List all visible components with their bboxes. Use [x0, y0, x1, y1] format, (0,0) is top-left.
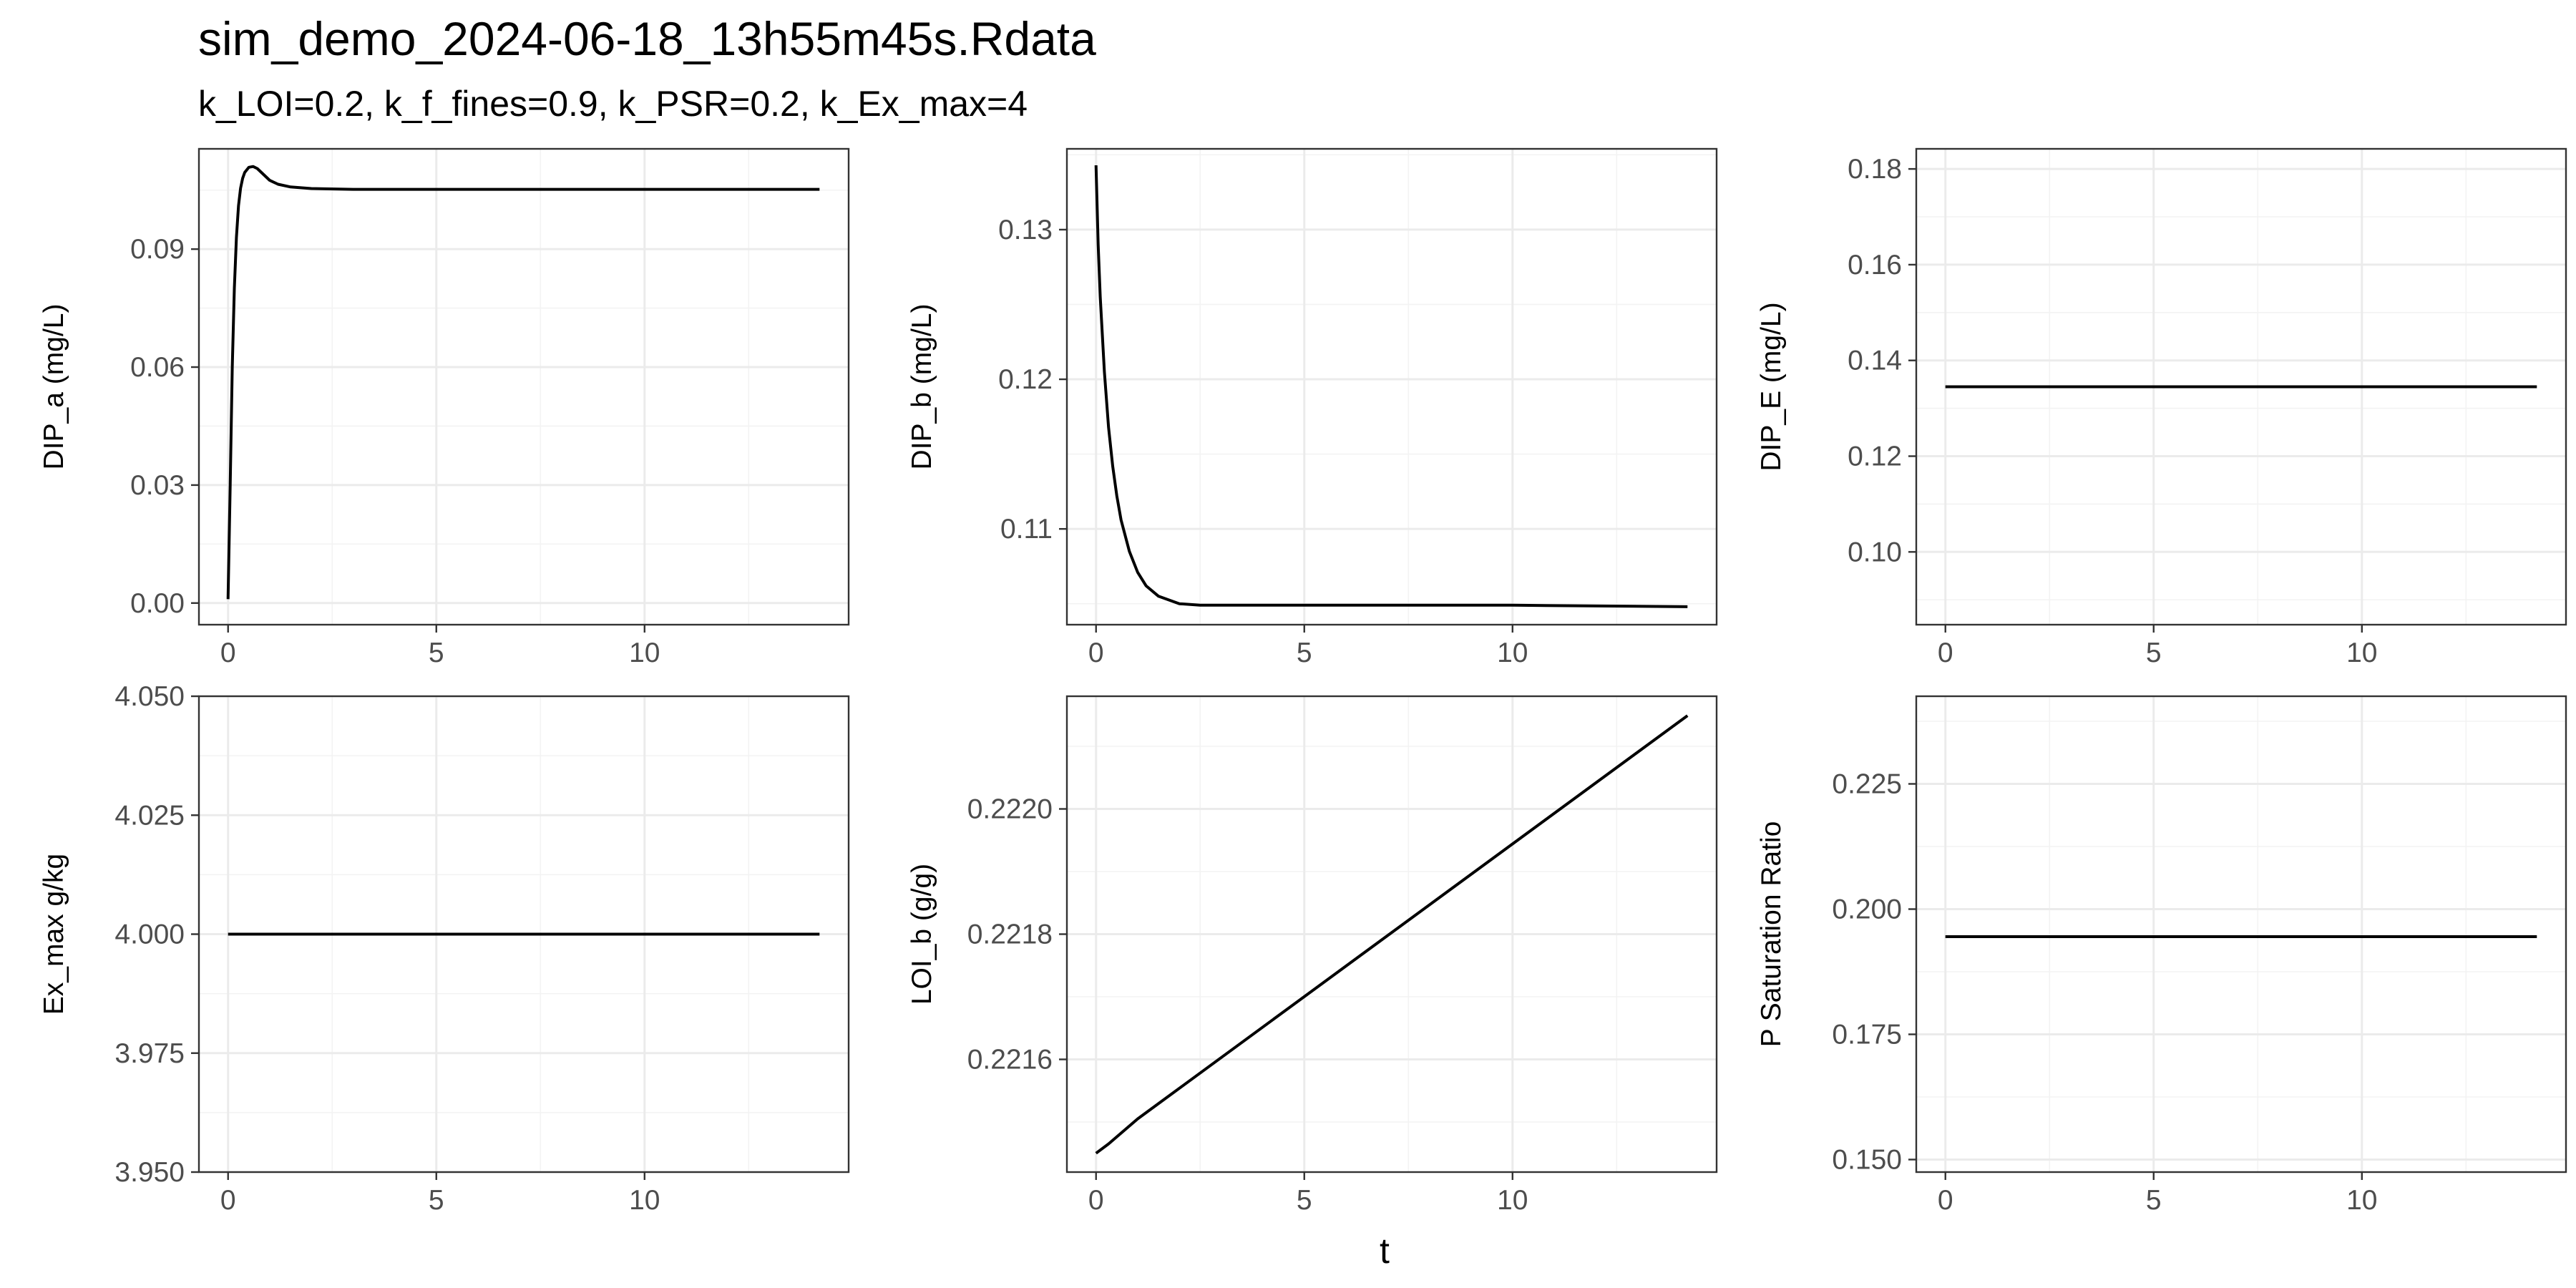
x-tick-label: 10	[629, 638, 660, 668]
x-tick-label: 5	[1297, 638, 1312, 668]
y-axis-label: LOI_b (g/g)	[907, 864, 937, 1005]
x-tick-label: 0	[220, 638, 236, 668]
y-tick-label: 0.150	[1832, 1145, 1902, 1176]
x-tick-label: 10	[2346, 638, 2377, 668]
y-tick-label: 0.11	[1000, 514, 1053, 545]
series-line	[226, 165, 820, 600]
x-tick-label: 0	[1938, 638, 1953, 668]
x-tick-label: 0	[220, 1185, 236, 1216]
x-tick-label: 10	[1497, 638, 1528, 668]
panel-frame	[1915, 147, 2567, 626]
panel-4: 0 5 10 3.950 3.975 4.000 4.025 4.050 Ex_max g/kg	[39, 681, 850, 1216]
x-tick-label: 5	[2146, 1185, 2162, 1216]
x-tick-label: 0	[1088, 1185, 1104, 1216]
y-tick-label: 0.12	[1848, 441, 1902, 472]
y-tick-label: 3.975	[114, 1038, 185, 1069]
y-tick-label: 4.050	[114, 681, 185, 712]
y-tick-label: 4.025	[114, 800, 185, 831]
x-tick-label: 10	[2346, 1185, 2377, 1216]
series-line	[1094, 165, 1688, 608]
panel-frame	[1915, 695, 2567, 1174]
x-tick-label: 5	[1297, 1185, 1312, 1216]
x-axis-label: t	[1380, 1231, 1390, 1271]
panels: 0 5 10 0.00 0.03 0.06 0.09 DIP_a (mg/L) 0 5 10 0.11…	[39, 147, 2567, 1216]
y-tick-label: 4.000	[114, 919, 185, 950]
y-axis-label: DIP_b (mg/L)	[907, 304, 937, 470]
series-line	[1095, 714, 1689, 1155]
chart-title: sim_demo_2024-06-18_13h55m45s.Rdata	[198, 12, 1096, 65]
y-tick-label: 0.13	[998, 215, 1053, 245]
y-tick-label: 0.14	[1848, 346, 1902, 376]
x-tick-label: 5	[2146, 638, 2162, 668]
x-tick-label: 0	[1938, 1185, 1953, 1216]
panel-1: 0 5 10 0.00 0.03 0.06 0.09 DIP_a (mg/L)	[39, 147, 850, 668]
y-tick-label: 0.2220	[967, 794, 1053, 825]
panel-3: 0 5 10 0.10 0.12 0.14 0.16 0.18 DIP_E (mg/L)	[1756, 147, 2567, 668]
panel-5: 0 5 10 0.2216 0.2218 0.2220 LOI_b (g/g)	[907, 695, 1718, 1216]
x-tick-label: 10	[629, 1185, 660, 1216]
panel-2: 0 5 10 0.11 0.12 0.13 DIP_b (mg/L)	[907, 147, 1718, 668]
y-tick-label: 0.12	[998, 364, 1053, 395]
x-tick-label: 5	[429, 638, 444, 668]
y-tick-label: 3.950	[114, 1157, 185, 1188]
y-tick-label: 0.06	[130, 352, 185, 383]
panel-6: 0 5 10 0.150 0.175 0.200 0.225 P Saturation Rat…	[1756, 695, 2567, 1216]
panel-frame	[197, 147, 850, 626]
y-tick-label: 0.09	[130, 234, 185, 265]
x-tick-label: 10	[1497, 1185, 1528, 1216]
y-axis-label: DIP_a (mg/L)	[39, 304, 69, 470]
y-axis-label: Ex_max g/kg	[39, 854, 69, 1015]
y-tick-label: 0.00	[130, 588, 185, 619]
y-tick-label: 0.225	[1832, 769, 1902, 800]
y-axis-label: P Saturation Ratio	[1756, 821, 1787, 1048]
y-tick-label: 0.200	[1832, 894, 1902, 925]
x-tick-label: 5	[429, 1185, 444, 1216]
y-axis-label: DIP_E (mg/L)	[1756, 302, 1787, 471]
y-tick-label: 0.16	[1848, 250, 1902, 280]
y-tick-label: 0.10	[1848, 537, 1902, 567]
y-tick-label: 0.2218	[967, 919, 1053, 950]
chart-subtitle: k_LOI=0.2, k_f_fines=0.9, k_PSR=0.2, k_E…	[198, 84, 1028, 124]
panel-frame	[1065, 147, 1718, 626]
y-tick-label: 0.18	[1848, 154, 1902, 185]
y-tick-label: 0.2216	[967, 1045, 1053, 1075]
x-tick-label: 0	[1088, 638, 1104, 668]
y-tick-label: 0.175	[1832, 1020, 1902, 1050]
y-tick-label: 0.03	[130, 470, 185, 501]
